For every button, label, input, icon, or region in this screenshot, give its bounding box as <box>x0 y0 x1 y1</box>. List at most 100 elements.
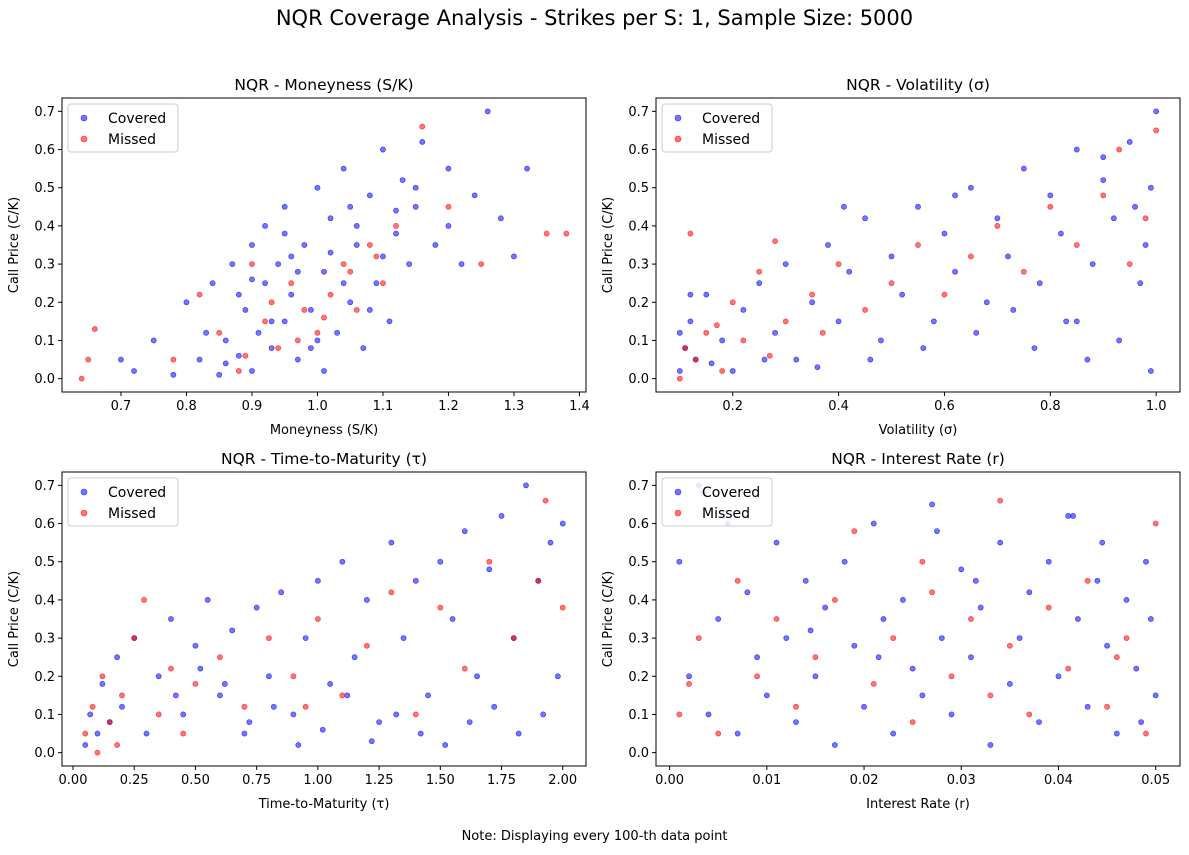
data-point-missed <box>393 223 399 229</box>
data-point-covered <box>412 203 419 210</box>
data-point-covered <box>203 329 209 336</box>
data-point-covered <box>1070 513 1076 519</box>
data-point-covered <box>222 360 229 367</box>
data-point-covered <box>1084 703 1091 710</box>
data-point-covered <box>1133 665 1140 672</box>
data-point-covered <box>1075 616 1081 622</box>
data-point-missed <box>1116 146 1123 153</box>
data-point-covered <box>867 356 874 363</box>
data-point-missed <box>262 318 268 325</box>
data-point-covered <box>523 482 529 489</box>
data-point-covered <box>87 711 94 718</box>
data-point-covered <box>1100 177 1107 183</box>
data-point-missed <box>835 261 842 267</box>
data-point-missed <box>85 356 92 363</box>
data-point-covered <box>703 291 710 298</box>
data-point-covered <box>987 742 994 748</box>
data-point-missed <box>353 307 360 313</box>
legend-label-covered: Covered <box>108 485 166 501</box>
y-tick-label: 0.4 <box>34 219 55 234</box>
data-point-covered <box>143 730 150 737</box>
data-point-covered <box>376 719 382 725</box>
data-point-covered <box>445 165 452 172</box>
data-point-missed <box>543 230 550 237</box>
data-point-covered <box>1073 318 1080 325</box>
y-tick-label: 0.5 <box>628 555 649 570</box>
y-tick-label: 0.7 <box>628 479 649 494</box>
data-point-missed <box>1123 635 1130 641</box>
data-point-missed <box>703 329 710 336</box>
data-point-covered <box>449 616 456 622</box>
y-axis-label: Call Price (C/K) <box>601 197 616 293</box>
data-point-missed <box>773 616 780 622</box>
data-point-covered <box>204 597 211 603</box>
data-point-missed <box>740 337 747 344</box>
data-point-missed <box>1084 577 1091 584</box>
data-point-missed <box>1026 711 1033 718</box>
data-point-covered <box>388 539 395 546</box>
axes-frame <box>655 471 1181 767</box>
data-point-covered <box>301 242 308 248</box>
x-tick-label: 0.03 <box>947 773 976 788</box>
data-point-missed <box>1065 665 1072 672</box>
data-point-covered <box>793 356 800 363</box>
data-point-covered <box>221 681 228 687</box>
data-point-covered <box>1031 345 1038 351</box>
data-point-covered <box>983 299 990 306</box>
legend-marker-covered <box>674 488 682 496</box>
data-point-covered <box>715 616 722 622</box>
data-point-covered <box>235 352 242 359</box>
data-point-missed <box>461 665 468 672</box>
legend: Covered Missed <box>67 103 179 153</box>
data-point-missed <box>302 703 309 710</box>
data-point-missed <box>241 703 248 710</box>
x-tick-label: 1.0 <box>307 399 328 414</box>
data-point-missed <box>997 497 1004 504</box>
y-tick-label: 0.1 <box>628 334 649 349</box>
data-point-missed <box>366 242 373 248</box>
data-point-missed <box>682 345 689 351</box>
x-tick-label: 0.4 <box>828 399 849 414</box>
data-point-covered <box>183 299 190 306</box>
data-point-missed <box>216 329 223 336</box>
data-point-covered <box>393 711 400 718</box>
data-point-covered <box>197 665 204 672</box>
series-missed <box>78 123 570 382</box>
legend-label-covered: Covered <box>702 111 760 127</box>
data-point-covered <box>831 742 838 748</box>
data-point-covered <box>878 337 884 344</box>
data-point-covered <box>708 360 715 367</box>
data-point-covered <box>246 719 253 725</box>
data-point-covered <box>1116 337 1123 344</box>
data-point-covered <box>270 703 277 710</box>
data-point-missed <box>782 318 789 325</box>
data-point-covered <box>417 730 424 737</box>
y-tick-label: 0.7 <box>628 105 649 120</box>
data-point-missed <box>196 291 203 298</box>
data-point-covered <box>222 337 229 344</box>
data-point-covered <box>386 318 393 325</box>
data-point-covered <box>340 165 347 172</box>
data-point-missed <box>994 223 1001 229</box>
y-tick-label: 0.6 <box>34 517 55 532</box>
data-point-covered <box>196 356 203 363</box>
data-point-covered <box>249 242 255 248</box>
data-point-covered <box>952 192 958 199</box>
axes-frame <box>61 97 587 393</box>
data-point-covered <box>1147 616 1154 622</box>
data-point-covered <box>339 558 346 565</box>
figure-title: NQR Coverage Analysis - Strikes per S: 1… <box>275 6 914 30</box>
x-tick-label: 0.9 <box>242 399 263 414</box>
data-point-missed <box>373 253 380 260</box>
data-point-covered <box>327 681 334 687</box>
legend-marker-missed <box>674 509 682 517</box>
data-point-covered <box>363 597 370 603</box>
x-axis-label: Volatility (σ) <box>879 423 958 438</box>
data-point-covered <box>994 215 1001 222</box>
data-point-covered <box>334 329 340 336</box>
data-point-covered <box>1016 635 1023 641</box>
data-point-covered <box>466 719 473 725</box>
legend-box <box>67 477 179 527</box>
data-point-missed <box>676 711 683 718</box>
y-tick-label: 0.0 <box>34 746 55 761</box>
